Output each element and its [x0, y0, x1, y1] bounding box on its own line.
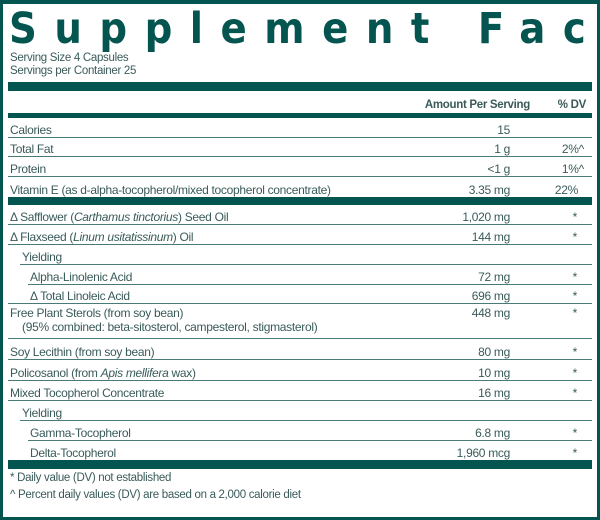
header-amount: Amount Per Serving [424, 99, 530, 111]
section-ingredients: Δ Safflower (Carthamus tinctorius) Seed … [8, 205, 592, 460]
table-row: Δ Total Linoleic Acid 696 mg * [8, 285, 592, 304]
footnote-calorie: ^ Percent daily values (DV) are based on… [10, 489, 301, 501]
divider-thick [8, 460, 592, 469]
panel-title: Supplement Facts [9, 4, 600, 54]
table-row: Policosanol (from Apis mellifera wax) 10… [8, 360, 592, 381]
table-row: Yielding [20, 401, 592, 421]
table-row: Yielding [20, 245, 592, 265]
table-row: Δ Flaxseed (Linum usitatissinum) Oil 144… [8, 225, 592, 245]
table-row: Alpha-Linolenic Acid 72 mg * [28, 265, 592, 285]
footnote-dv: * Daily value (DV) not established [10, 472, 172, 484]
table-row: Total Fat 1 g 2%^ [8, 138, 592, 157]
table-row: Δ Safflower (Carthamus tinctorius) Seed … [8, 205, 592, 225]
table-row: Vitamin E (as d-alpha-tocopherol/mixed t… [10, 183, 578, 197]
serving-size: Serving Size 4 Capsules [10, 52, 129, 64]
header-dv: % DV [557, 99, 587, 111]
divider-thick [8, 82, 592, 91]
section-macros: Calories 15 Total Fat 1 g 2%^ Protein <1… [8, 118, 592, 197]
table-row: Delta-Tocopherol 1,960 mcg * [30, 446, 577, 460]
table-row: Protein <1 g 1%^ [8, 157, 592, 177]
divider-medium [8, 113, 592, 118]
table-row: Calories 15 [8, 118, 592, 138]
table-row: Gamma-Tocopherol 6.8 mg * [28, 421, 592, 441]
table-row: Soy Lecithin (from soy bean) 80 mg * [8, 339, 592, 360]
column-header: Amount Per Serving % DV [8, 91, 592, 113]
servings-per-container: Servings per Container 25 [10, 65, 137, 77]
table-row: Mixed Tocopherol Concentrate 16 mg * [8, 381, 592, 401]
table-row: Free Plant Sterols (from soy bean) (95% … [8, 304, 592, 339]
divider-medium [8, 197, 592, 205]
